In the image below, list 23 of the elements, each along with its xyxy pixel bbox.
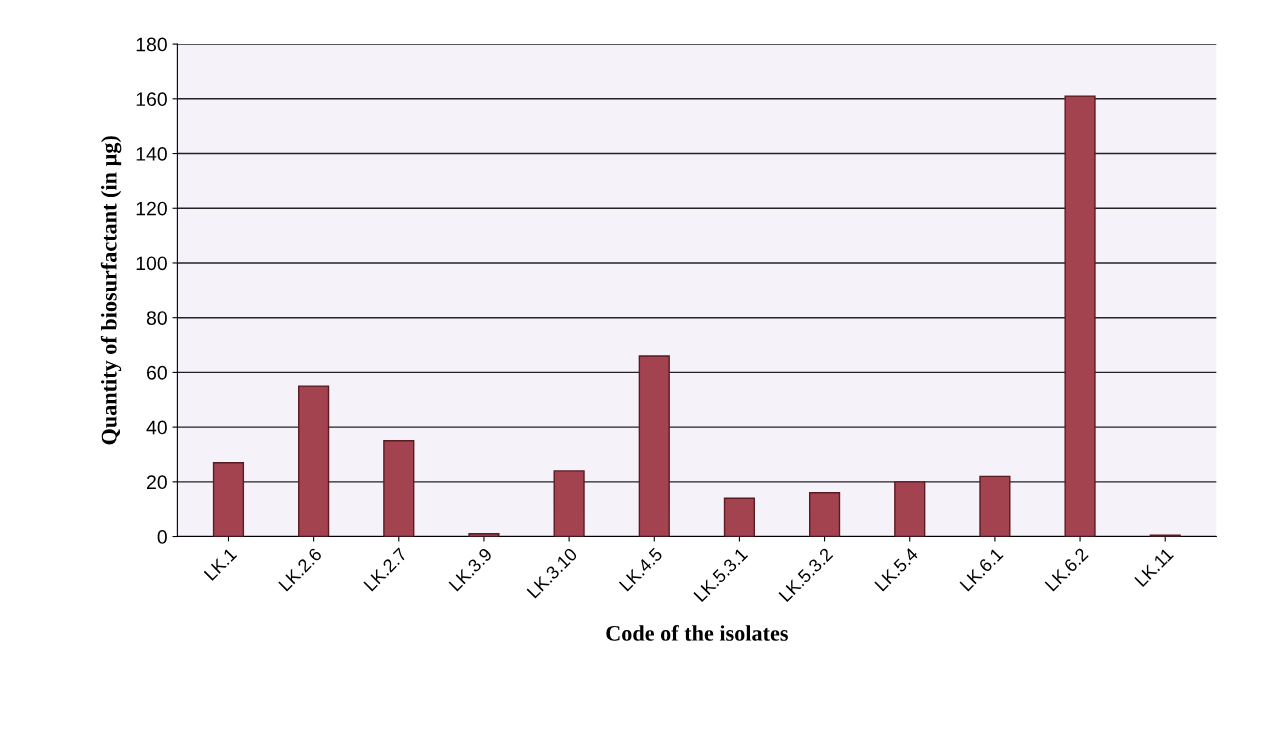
bar [298, 385, 330, 537]
bar [383, 440, 415, 537]
y-tick-label: 60 [147, 365, 167, 380]
y-tick-label: 180 [136, 37, 167, 52]
y-tick-label: 40 [146, 420, 167, 435]
x-axis-title: Code of the isolates [606, 624, 788, 641]
bar [723, 497, 756, 537]
bar [808, 492, 841, 537]
y-tick-label: 140 [136, 147, 167, 161]
bar [638, 355, 670, 537]
y-axis-title: Quantity of biosurfactant (in µg) [100, 136, 122, 445]
y-tick-label: 0 [157, 530, 167, 544]
y-tick-label: 160 [136, 92, 167, 107]
bar [553, 470, 585, 537]
bar [212, 461, 245, 537]
y-tick-label: 120 [136, 201, 167, 216]
y-tick-label: 20 [147, 475, 167, 490]
y-tick-label: 80 [146, 311, 167, 325]
bar [1064, 95, 1096, 537]
bar [894, 481, 926, 537]
bar [468, 533, 500, 537]
bar [979, 475, 1011, 537]
y-tick-label: 100 [136, 256, 167, 271]
